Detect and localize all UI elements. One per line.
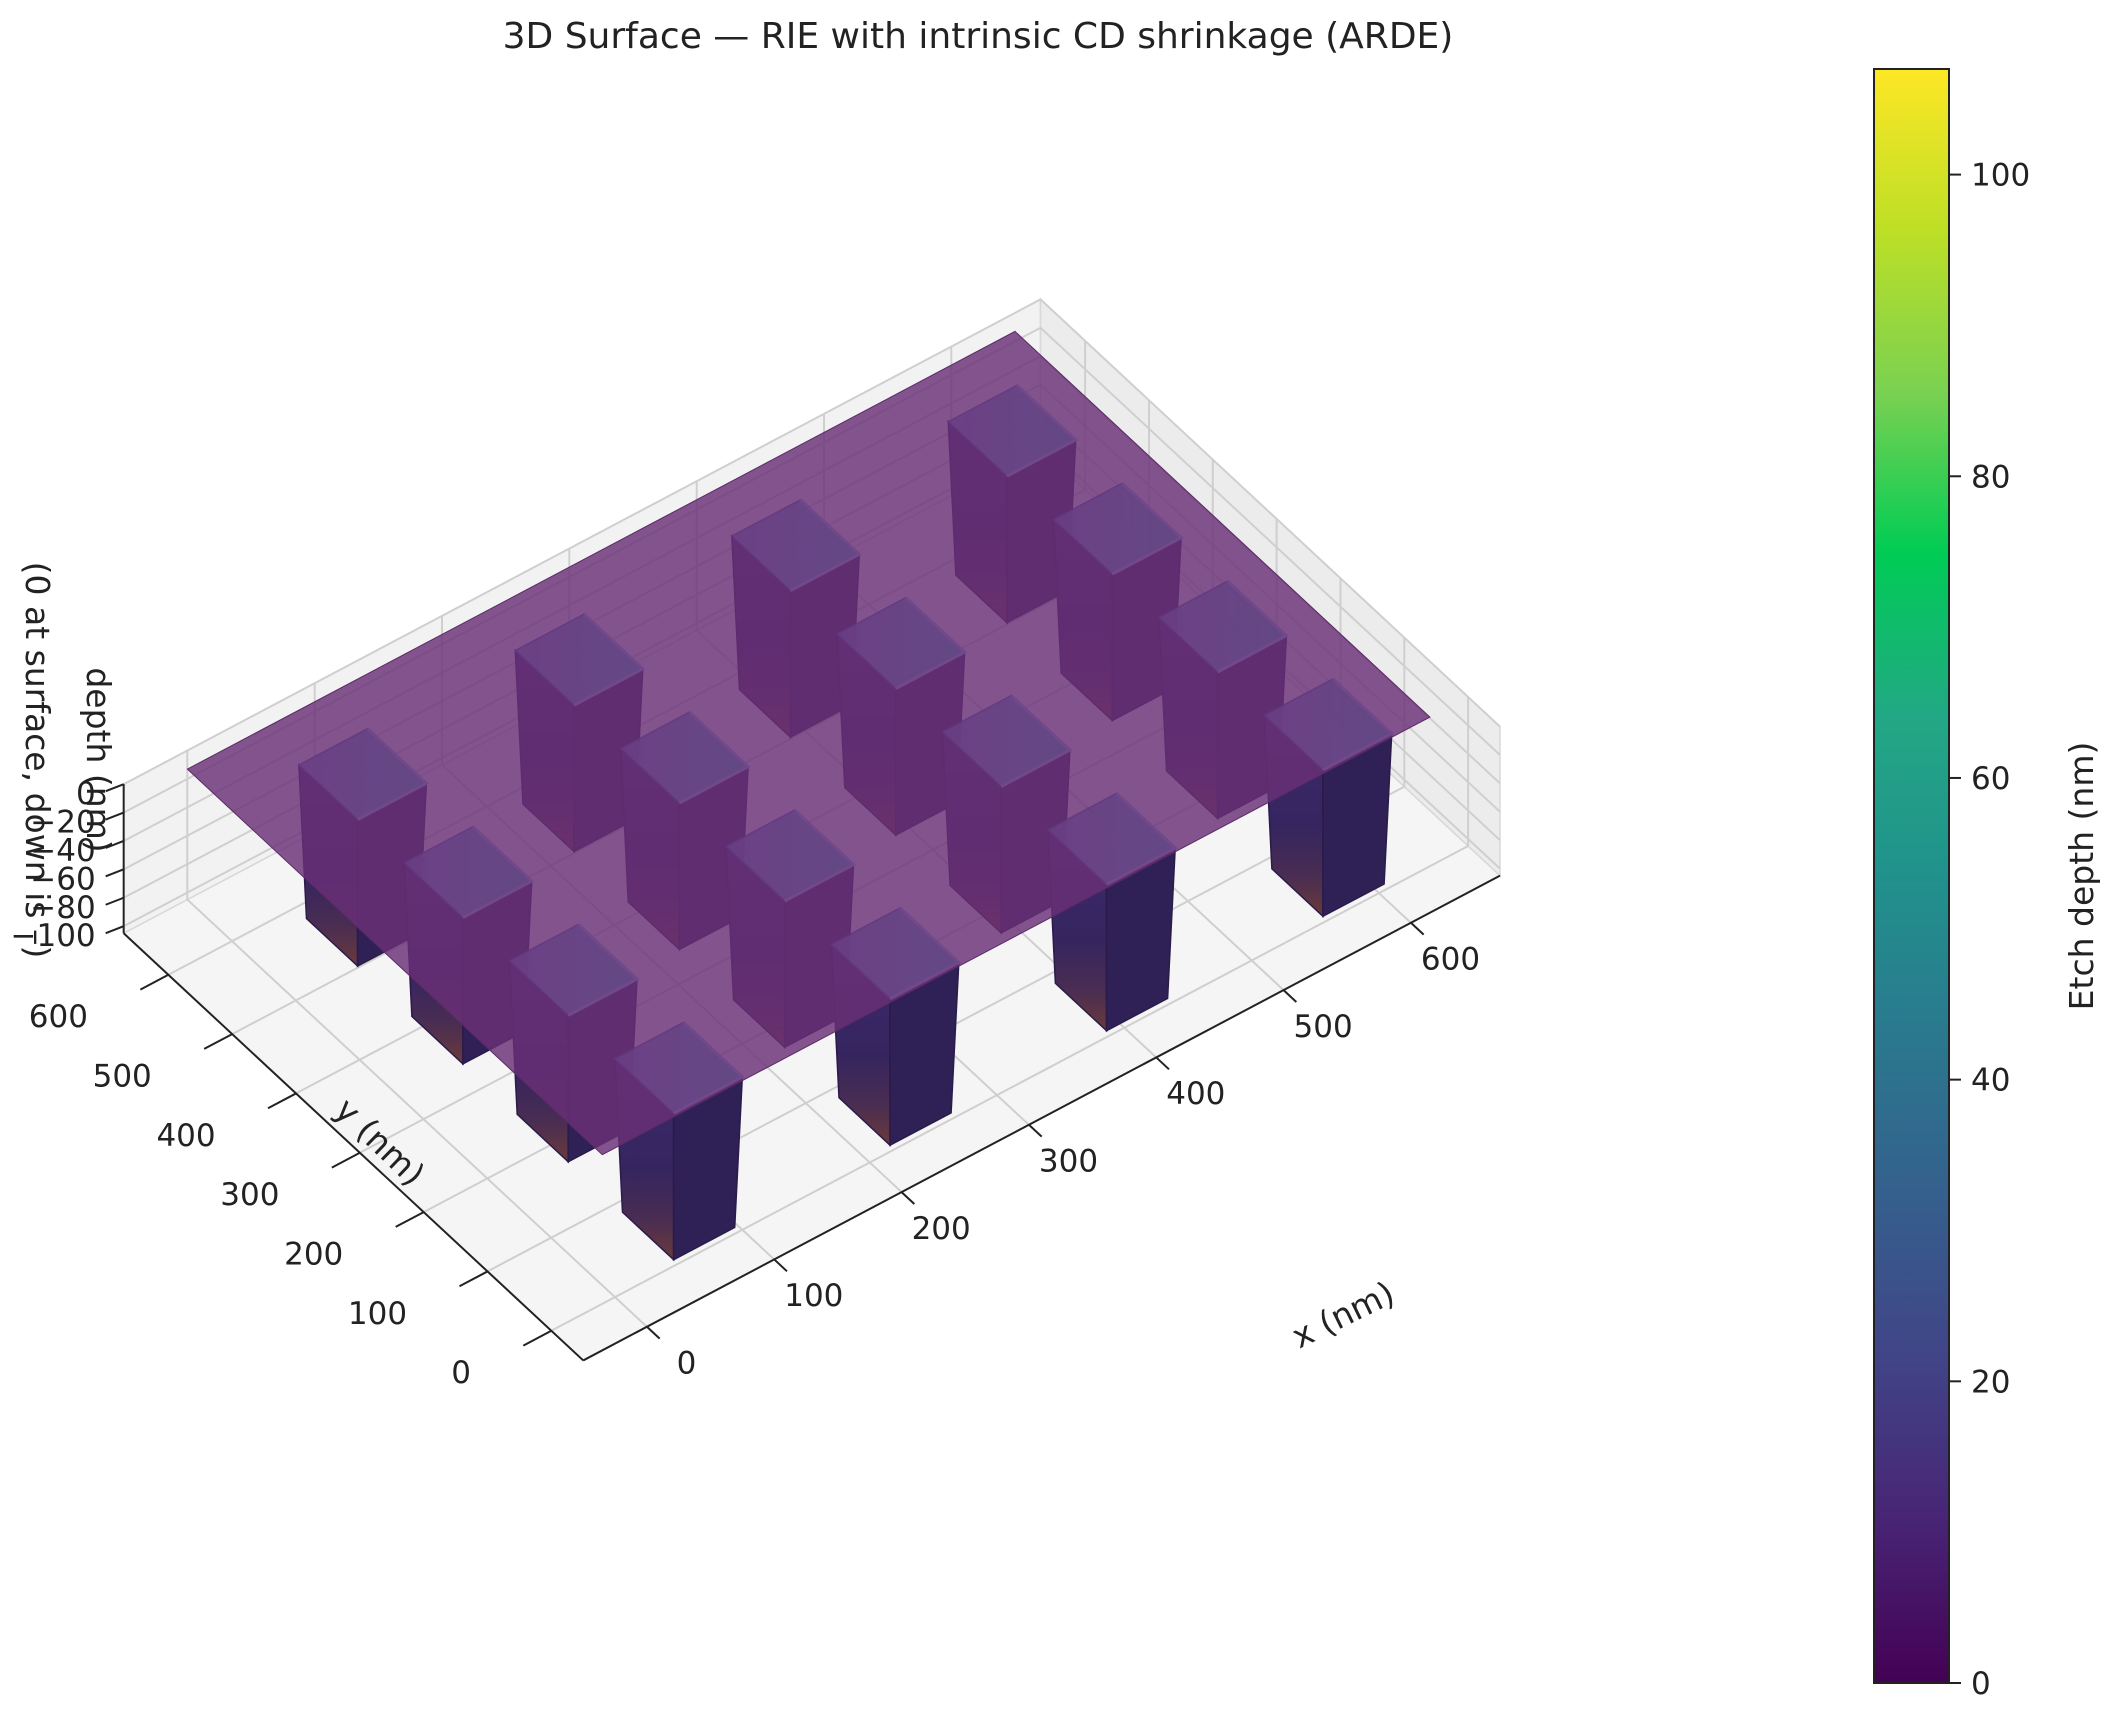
colorbar-label: Etch depth (nm): [2062, 742, 2101, 1011]
x-tick-label: 500: [1294, 1009, 1353, 1045]
grid-line-x: [186, 750, 648, 1328]
y-tick-label: 500: [93, 1059, 152, 1095]
x-tick-mark: [1282, 989, 1298, 1003]
x-tick-label: 300: [1039, 1144, 1098, 1180]
y-tick-mark: [459, 1270, 488, 1288]
x-tick-label: 0: [677, 1346, 697, 1382]
y-tick-mark: [139, 973, 169, 991]
z-tick-mark: [105, 783, 125, 793]
y-tick-mark: [522, 1329, 552, 1347]
z-tick-mark: [105, 896, 125, 906]
grid-line-y: [550, 696, 1470, 1332]
colorbar-tick-label: 20: [1971, 1364, 2010, 1400]
z-tick-label: −60: [30, 861, 95, 897]
x-axis-label: x (nm): [1285, 1273, 1400, 1356]
colorbar-tick-label: 0: [1971, 1666, 1991, 1702]
x-tick-label: 200: [912, 1211, 971, 1247]
y-tick-label: 200: [284, 1237, 343, 1273]
x-tick-label: 100: [784, 1278, 843, 1314]
colorbar-tick-label: 80: [1971, 459, 2010, 495]
z-tick-label: 0: [76, 776, 96, 812]
x-tick-mark: [900, 1191, 916, 1205]
z-tick-mark: [105, 840, 125, 849]
grid-line-y: [487, 637, 1406, 1273]
z-tick-label: −20: [30, 805, 95, 841]
colorbar-tick-label: 60: [1971, 761, 2010, 797]
z-axis: 0−20−40−60−80−100: [11, 776, 125, 954]
x-tick-mark: [646, 1326, 661, 1340]
y-tick-label: 300: [220, 1177, 279, 1213]
z-tick-label: −80: [30, 890, 95, 926]
colorbar-tick-label: 40: [1971, 1063, 2010, 1099]
etched-surface-plane: [186, 330, 1431, 1156]
grid-line-z: [123, 298, 1501, 786]
x-tick-label: 600: [1421, 942, 1480, 978]
z-tick-mark: [105, 868, 125, 878]
x-tick-mark: [1155, 1056, 1170, 1071]
colorbar-tick-label: 100: [1971, 158, 2030, 194]
chart-title: 3D Surface — RIE with intrinsic CD shrin…: [503, 16, 1454, 57]
y-tick-mark: [203, 1033, 233, 1050]
z-tick-label: −100: [11, 918, 96, 954]
z-axis-label-line1: depth (nm): [79, 667, 118, 852]
y-tick-mark: [267, 1092, 297, 1110]
y-tick-mark: [331, 1151, 361, 1169]
x-tick-mark: [773, 1258, 788, 1273]
y-tick-label: 100: [348, 1296, 407, 1332]
z-tick-mark: [105, 925, 125, 935]
x-axis: 0 100 200 300 400 500 600: [582, 874, 1501, 1382]
y-tick-label: 0: [451, 1355, 471, 1391]
z-axis-label-line2: (0 at surface, down is –): [18, 562, 57, 959]
y-tick-label: 600: [29, 999, 88, 1035]
z-tick-label: −40: [30, 833, 95, 869]
z-tick-mark: [105, 811, 125, 821]
x-tick-mark: [1028, 1124, 1043, 1138]
y-tick-label: 400: [156, 1118, 215, 1154]
y-tick-mark: [395, 1211, 425, 1228]
colorbar-ticks: 0 20 40 60 80 100: [1949, 158, 2030, 1702]
x-tick-mark: [1410, 922, 1425, 936]
colorbar: [1873, 68, 1950, 1684]
x-tick-label: 400: [1166, 1076, 1225, 1112]
